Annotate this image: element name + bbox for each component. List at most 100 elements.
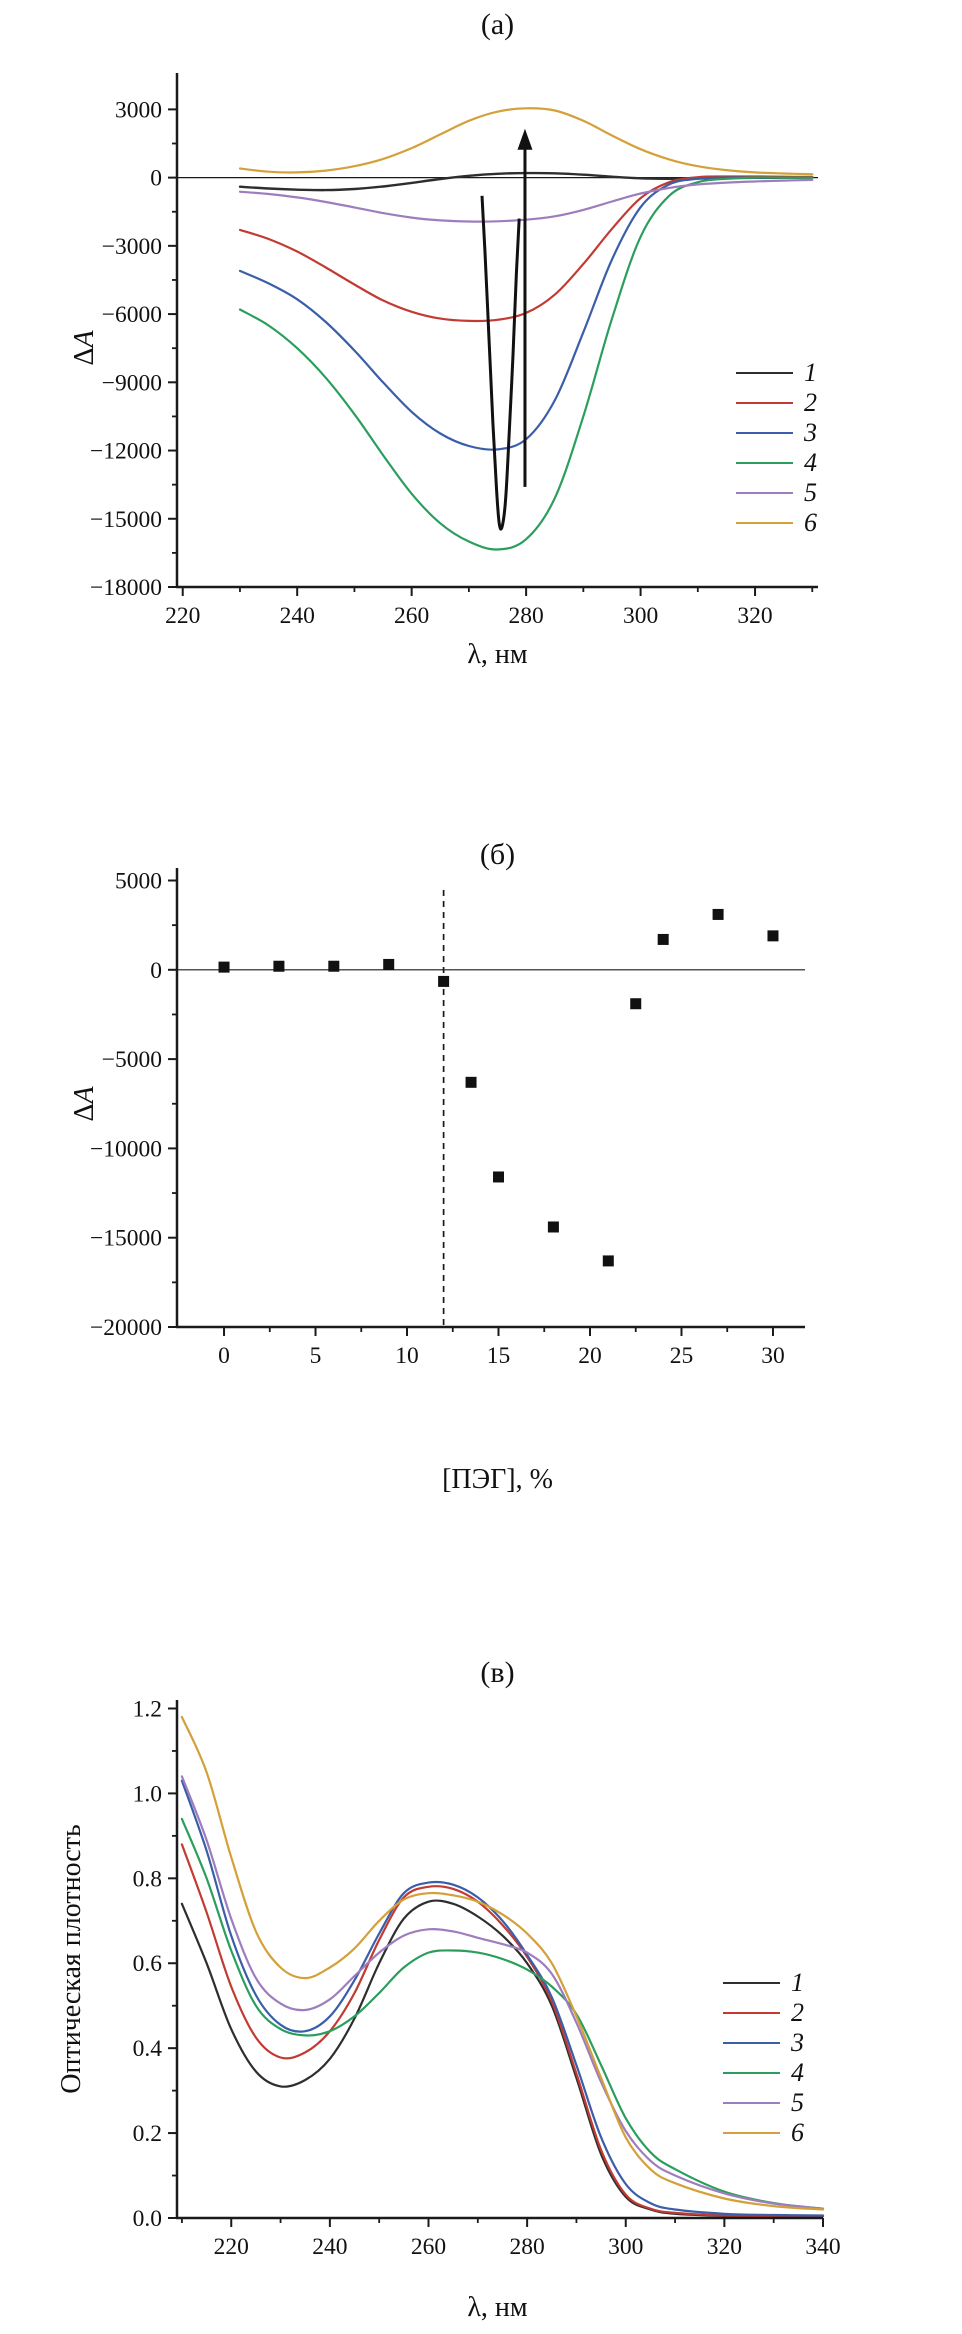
legend-item: 5 [723, 2088, 804, 2118]
panel-b-y-axis-label: ΔA [69, 1086, 101, 1121]
y-tick-label: 0.8 [133, 1866, 162, 1892]
legend-item: 1 [723, 1968, 804, 1998]
legend-label: 6 [791, 2118, 804, 2147]
panel-a-y-axis-label: ΔA [69, 330, 101, 365]
data-point-marker [630, 998, 642, 1010]
legend-line-swatch [723, 2131, 780, 2135]
legend-item: 6 [736, 508, 817, 538]
y-tick-label: −12000 [90, 439, 162, 465]
x-tick-label: 240 [280, 603, 315, 629]
curve-v-4 [180, 1817, 825, 2210]
x-tick-label: 320 [707, 2234, 742, 2260]
x-tick-label: 260 [394, 603, 429, 629]
up-arrow-head [517, 128, 533, 150]
y-tick-label: −3000 [102, 234, 162, 260]
x-tick-label: 320 [737, 603, 772, 629]
legend-label: 2 [791, 1998, 804, 2027]
y-tick-label: −6000 [102, 302, 162, 328]
x-tick-label: 300 [608, 2234, 643, 2260]
x-tick-label: 300 [623, 603, 658, 629]
y-tick-label: 0.2 [133, 2121, 162, 2147]
data-point-marker [438, 975, 450, 987]
y-tick-label: 0.0 [133, 2206, 162, 2232]
panel-b-plot: 5000 0 −5000 −10000 −15000 −20000 0 5 10 15 20 25 30 [90, 868, 805, 1369]
panel-b-title: (б) [479, 838, 516, 871]
data-point-marker [602, 1255, 614, 1267]
data-point-marker [273, 960, 285, 972]
y-tick-label: −15000 [90, 1226, 162, 1252]
curve-a-4 [238, 176, 814, 551]
legend-label: 3 [791, 2028, 804, 2057]
legend-line-swatch [723, 2071, 780, 2075]
curve-v-2 [180, 1843, 825, 2217]
data-point-marker [712, 908, 724, 920]
legend-line-swatch [723, 1981, 780, 1985]
curve-a-6 [238, 107, 814, 176]
legend-line-swatch [736, 461, 793, 465]
x-tick-label: 0 [218, 1343, 230, 1369]
data-point-marker [383, 958, 395, 970]
legend-item: 1 [736, 358, 817, 388]
panel-a-legend: 1 2 3 4 5 6 [736, 358, 817, 538]
y-tick-label: −18000 [90, 575, 162, 601]
y-tick-label: 5000 [115, 869, 162, 895]
panel-v-plot: 1.2 1.0 0.8 0.6 0.4 0.2 0.0 220 240 260 280 300 320 3… [133, 1696, 841, 2260]
y-tick-label: 0.6 [133, 1951, 163, 1977]
delta-symbol: Δ [69, 347, 100, 366]
legend-line-swatch [723, 2041, 780, 2045]
italic-letter: A [69, 1086, 100, 1104]
legend-item: 3 [723, 2028, 804, 2058]
legend-line-swatch [736, 371, 793, 375]
x-tick-label: 30 [761, 1343, 785, 1369]
delta-symbol: Δ [69, 1103, 100, 1122]
italic-letter: A [69, 330, 100, 348]
y-tick-label: −9000 [102, 370, 162, 396]
legend-item: 2 [723, 1998, 804, 2028]
y-tick-label: −20000 [90, 1315, 162, 1341]
curve-v-6 [180, 1715, 825, 2211]
legend-line-swatch [736, 431, 793, 435]
x-tick-label: 280 [509, 2234, 544, 2260]
curve-v-3 [180, 1779, 825, 2217]
x-tick-label: 280 [508, 603, 543, 629]
deep-spike-curve [480, 195, 521, 531]
x-tick-label: 5 [310, 1343, 322, 1369]
x-tick-label: 340 [805, 2234, 840, 2260]
panel-a-plot: 30000−3000−6000−9000−12000−15000−1800022… [90, 73, 818, 629]
y-tick-label: −15000 [90, 507, 162, 533]
legend-item: 5 [736, 478, 817, 508]
y-tick-label: 3000 [115, 97, 162, 123]
x-tick-label: 20 [578, 1343, 602, 1369]
data-point-marker [767, 930, 779, 942]
legend-line-swatch [723, 2101, 780, 2105]
y-tick-label: −10000 [90, 1136, 162, 1162]
legend-item: 4 [723, 2058, 804, 2088]
legend-label: 3 [804, 418, 817, 447]
data-point-marker [328, 960, 340, 972]
ylabel-text: Оптическая плотность [56, 1824, 87, 2094]
legend-item: 2 [736, 388, 817, 418]
x-tick-label: 220 [165, 603, 200, 629]
y-tick-label: 0 [150, 166, 162, 192]
legend-label: 6 [804, 508, 817, 537]
legend-item: 6 [723, 2118, 804, 2148]
x-tick-label: 260 [411, 2234, 446, 2260]
y-tick-label: 1.0 [133, 1781, 162, 1807]
legend-label: 4 [791, 2058, 804, 2087]
y-tick-label: −5000 [102, 1047, 162, 1073]
legend-label: 1 [791, 1968, 804, 1997]
legend-label: 2 [804, 388, 817, 417]
legend-line-swatch [723, 2011, 780, 2015]
data-point-marker [218, 961, 230, 973]
data-point-marker [493, 1171, 505, 1183]
x-tick-label: 10 [395, 1343, 419, 1369]
panel-v-y-axis-label: Оптическая плотность [56, 1824, 88, 2094]
panel-a-x-axis-label: λ, нм [467, 639, 528, 670]
legend-line-swatch [736, 401, 793, 405]
y-tick-label: 0 [150, 958, 162, 984]
legend-line-swatch [736, 521, 793, 525]
panel-v-x-axis-label: λ, нм [467, 2292, 528, 2323]
legend-line-swatch [736, 491, 793, 495]
x-tick-label: 240 [312, 2234, 347, 2260]
